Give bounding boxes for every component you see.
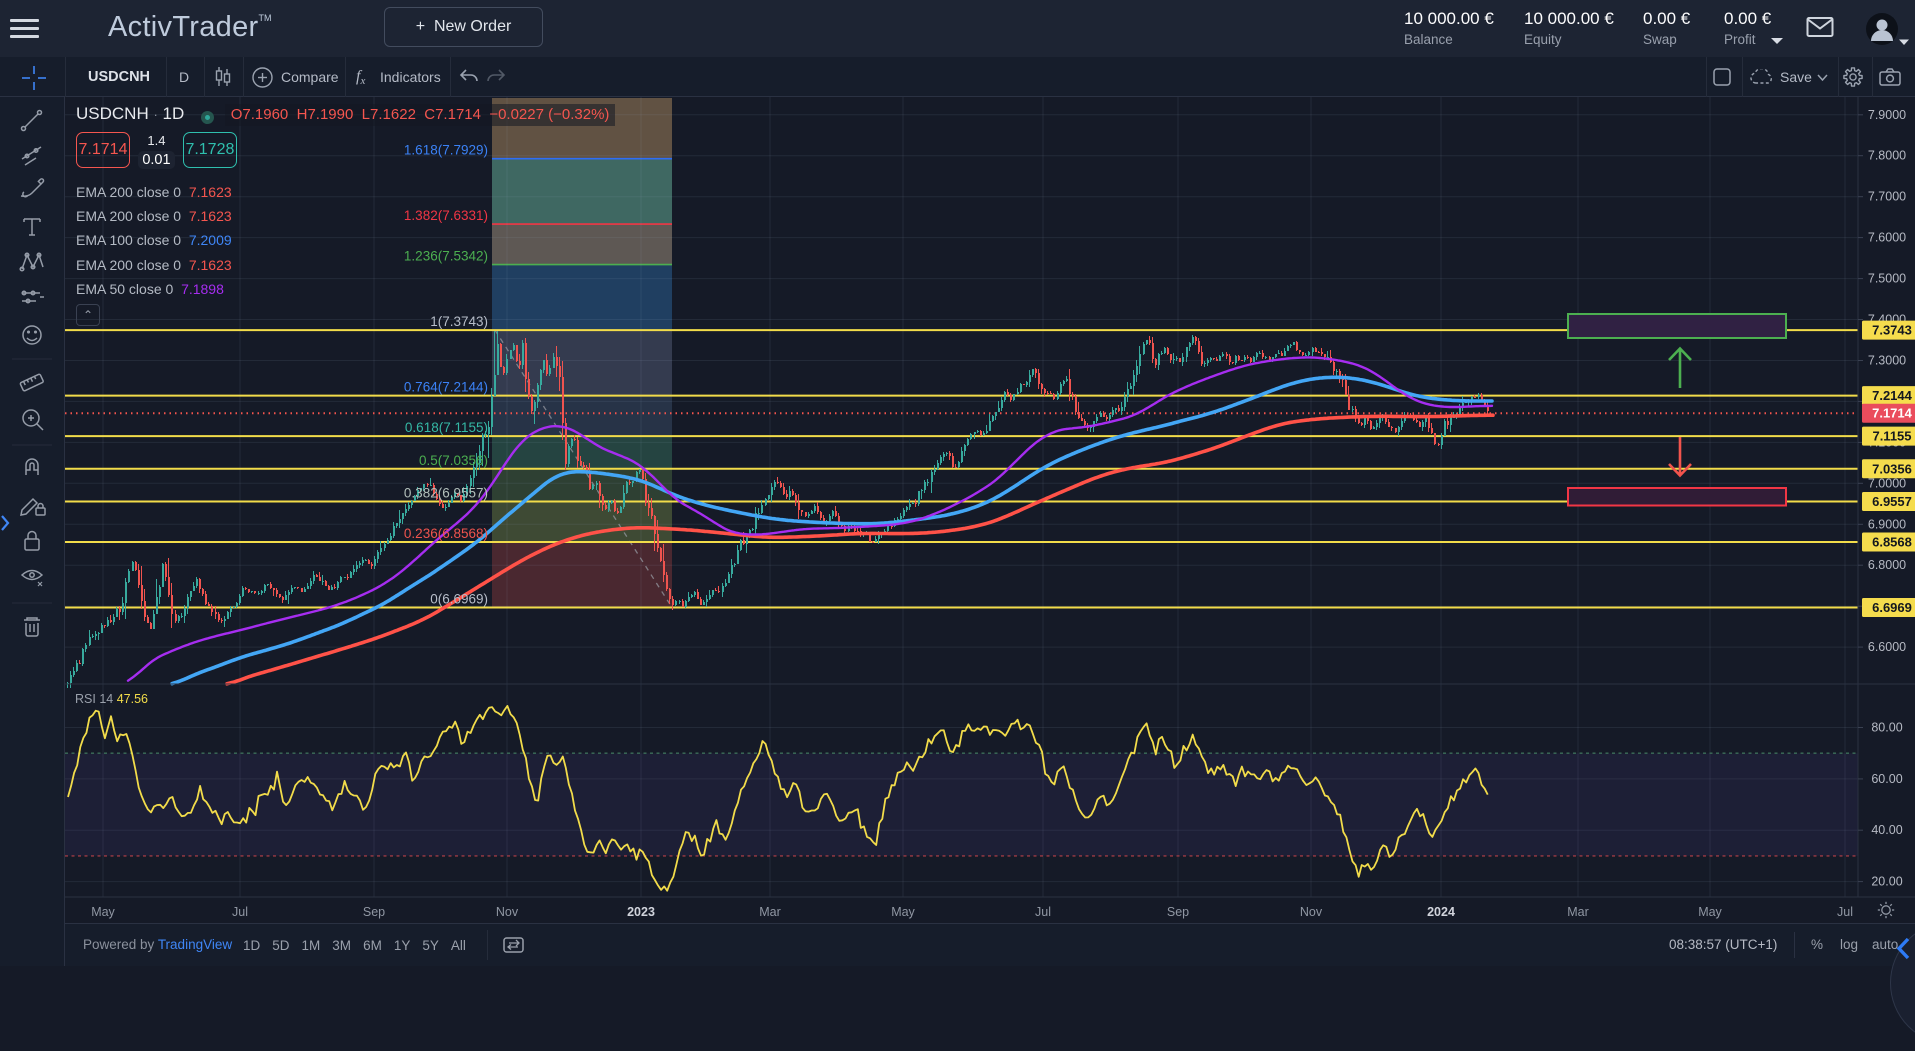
svg-text:1.382(7.6331): 1.382(7.6331) [404, 208, 488, 223]
svg-text:0.5(7.0356): 0.5(7.0356) [419, 453, 488, 468]
svg-text:RSI 14 47.56: RSI 14 47.56 [75, 692, 148, 706]
svg-text:0.382(6.9557): 0.382(6.9557) [404, 486, 488, 501]
svg-text:6.9000: 6.9000 [1868, 517, 1906, 531]
svg-text:7.9000: 7.9000 [1868, 108, 1906, 122]
svg-text:Jul: Jul [1035, 905, 1051, 919]
svg-text:2023: 2023 [627, 905, 655, 919]
svg-text:Sep: Sep [363, 905, 385, 919]
svg-text:May: May [91, 905, 115, 919]
svg-text:7.2144: 7.2144 [1872, 388, 1913, 403]
svg-text:6.6969: 6.6969 [1872, 600, 1912, 615]
svg-text:40.00: 40.00 [1871, 823, 1902, 837]
svg-text:Sep: Sep [1167, 905, 1189, 919]
svg-text:Nov: Nov [496, 905, 519, 919]
svg-text:80.00: 80.00 [1871, 721, 1902, 735]
svg-text:7.8000: 7.8000 [1868, 149, 1906, 163]
svg-text:7.1714: 7.1714 [1872, 406, 1913, 421]
svg-text:7.3743: 7.3743 [1872, 323, 1912, 338]
svg-text:0.764(7.2144): 0.764(7.2144) [404, 380, 488, 395]
svg-text:1.618(7.7929): 1.618(7.7929) [404, 143, 488, 158]
svg-text:7.6000: 7.6000 [1868, 231, 1906, 245]
svg-text:7.0000: 7.0000 [1868, 476, 1906, 490]
svg-text:Mar: Mar [1567, 905, 1589, 919]
svg-text:Jul: Jul [232, 905, 248, 919]
svg-text:Jul: Jul [1837, 905, 1853, 919]
svg-text:May: May [891, 905, 915, 919]
svg-text:1.236(7.5342): 1.236(7.5342) [404, 249, 488, 264]
svg-text:20.00: 20.00 [1871, 875, 1902, 889]
svg-text:0.236(6.8568): 0.236(6.8568) [404, 526, 488, 541]
svg-text:7.3000: 7.3000 [1868, 354, 1906, 368]
svg-text:0.618(7.1155): 0.618(7.1155) [405, 420, 488, 435]
svg-text:2024: 2024 [1427, 905, 1455, 919]
svg-text:6.8000: 6.8000 [1868, 558, 1906, 572]
svg-text:May: May [1698, 905, 1722, 919]
svg-text:Mar: Mar [759, 905, 781, 919]
svg-text:7.7000: 7.7000 [1868, 190, 1906, 204]
svg-text:0(6.6969): 0(6.6969) [430, 592, 488, 607]
svg-text:7.1155: 7.1155 [1872, 429, 1911, 444]
svg-text:60.00: 60.00 [1871, 772, 1902, 786]
svg-text:7.0356: 7.0356 [1872, 461, 1912, 476]
svg-text:6.9557: 6.9557 [1872, 494, 1912, 509]
svg-text:1(7.3743): 1(7.3743) [430, 314, 488, 329]
svg-text:6.6000: 6.6000 [1868, 640, 1906, 654]
svg-text:7.5000: 7.5000 [1868, 272, 1906, 286]
svg-text:6.8568: 6.8568 [1872, 535, 1912, 550]
svg-text:Nov: Nov [1300, 905, 1323, 919]
